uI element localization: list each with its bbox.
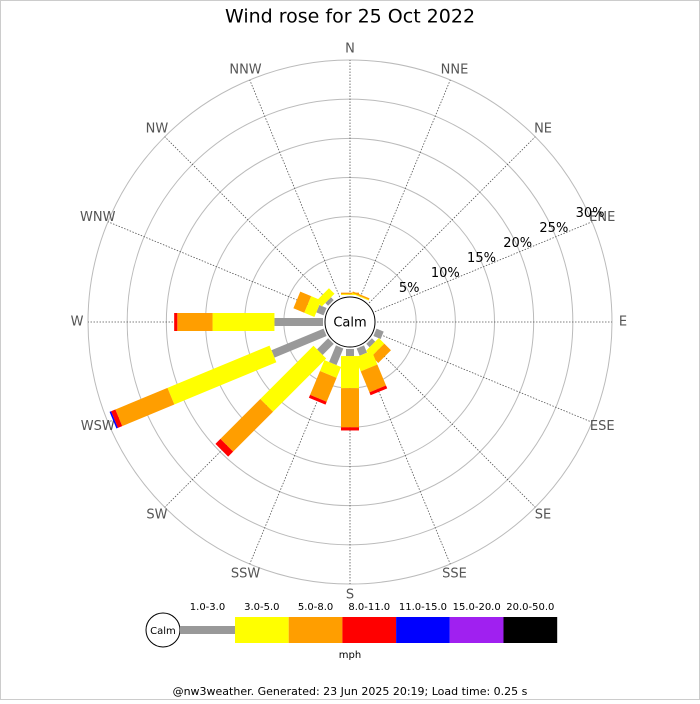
wind-bar — [308, 394, 327, 405]
spoke — [374, 221, 593, 313]
legend-swatch — [180, 626, 235, 634]
chart-title: Wind rose for 25 Oct 2022 — [225, 6, 475, 28]
wind-bar — [167, 345, 277, 405]
direction-label: S — [346, 588, 354, 603]
direction-label: NNE — [441, 62, 469, 77]
wind-bar — [325, 297, 334, 306]
legend-swatch — [235, 617, 289, 643]
wind-bar — [341, 388, 359, 428]
wind-bar — [293, 291, 312, 313]
legend-calm-label: Calm — [150, 626, 176, 637]
wind-bar — [341, 427, 359, 431]
direction-label: E — [619, 315, 627, 330]
direction-label: ENE — [589, 210, 615, 225]
wind-bar — [177, 313, 213, 331]
legend-swatch — [342, 617, 397, 643]
direction-label: NE — [534, 121, 552, 136]
ring-label: 15% — [467, 251, 496, 266]
direction-label: NNW — [229, 62, 261, 77]
direction-label: NW — [146, 121, 169, 136]
wind-bar — [341, 292, 359, 295]
wind-bar — [355, 350, 378, 372]
legend-swatch — [396, 617, 450, 643]
wind-bar — [319, 360, 342, 378]
wind-bar — [369, 385, 388, 396]
wind-bar — [352, 291, 370, 300]
direction-label: W — [71, 315, 84, 330]
legend-swatch — [449, 617, 504, 643]
spoke — [107, 221, 326, 313]
legend-label: 3.0-5.0 — [244, 602, 279, 613]
calm-label: Calm — [333, 316, 366, 331]
legend-swatch — [288, 617, 343, 643]
calm-circle — [324, 296, 376, 348]
wind-bar — [109, 411, 118, 429]
wind-bar — [274, 318, 323, 326]
wind-bar — [310, 371, 337, 402]
wind-bar — [111, 409, 123, 428]
wind-bar — [341, 294, 359, 295]
wind-bar — [317, 338, 334, 355]
wind-bar — [329, 345, 344, 366]
direction-label: SSW — [231, 567, 261, 582]
ring-label: 30% — [576, 206, 605, 221]
spoke — [368, 340, 536, 508]
wind-bar — [174, 313, 178, 331]
wind-bar — [220, 398, 274, 452]
unit-label: mph — [339, 650, 361, 661]
wind-bar — [346, 349, 354, 357]
spoke — [359, 79, 451, 298]
wind-bar — [316, 304, 327, 316]
spoke — [164, 136, 332, 304]
footer: @nw3weather. Generated: 23 Jun 2025 20:1… — [173, 685, 528, 698]
direction-label: WNW — [80, 210, 116, 225]
wind-bar — [215, 438, 234, 457]
direction-label: WSW — [81, 419, 115, 434]
direction-label: SW — [146, 508, 167, 523]
wind-bar — [360, 364, 387, 393]
spoke — [374, 331, 593, 423]
legend-label: 8.0-11.0 — [348, 602, 390, 613]
legend-swatch — [503, 617, 558, 643]
legend-label: 11.0-15.0 — [399, 602, 447, 613]
wind-bar — [316, 288, 335, 307]
wind-bar — [212, 313, 275, 331]
wind-bar — [352, 292, 369, 301]
legend-label: 20.0-50.0 — [506, 602, 554, 613]
direction-label: N — [345, 42, 355, 57]
legend-label: 1.0-3.0 — [190, 602, 225, 613]
ring-label: 25% — [539, 221, 568, 236]
direction-label: ESE — [590, 419, 615, 434]
direction-label: SSE — [442, 567, 467, 582]
wind-bar — [371, 343, 391, 363]
ring-label: 10% — [431, 266, 460, 281]
legend-label: 5.0-8.0 — [298, 602, 333, 613]
direction-label: SE — [535, 508, 551, 523]
spoke — [368, 136, 536, 304]
wind-bar — [260, 345, 327, 412]
wind-bar — [271, 328, 327, 358]
wind-bar — [341, 356, 359, 389]
spoke — [249, 79, 341, 298]
ring-label: 5% — [399, 281, 420, 296]
wind-bar — [373, 328, 384, 340]
legend-label: 15.0-20.0 — [453, 602, 501, 613]
wind-bar — [115, 387, 175, 427]
wind-bar — [356, 345, 368, 356]
wind-bar — [366, 338, 376, 348]
ring-label: 20% — [503, 236, 532, 251]
